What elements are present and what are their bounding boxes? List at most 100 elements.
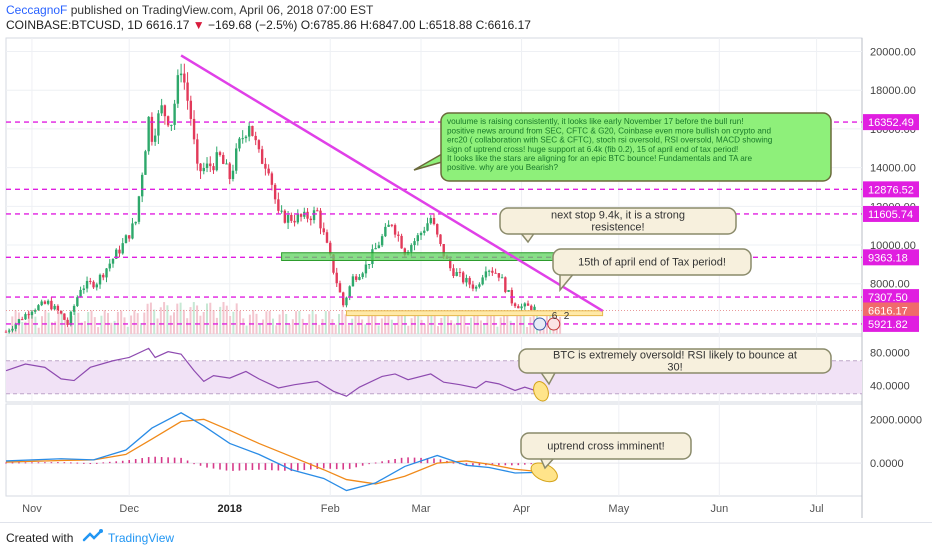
macd-hist-bar [491,463,494,466]
level-badge [863,205,919,222]
resistance-note-text: next stop 9.4k, it is a strong resistence… [551,210,685,234]
volume-bar [70,315,73,334]
volume-bar [67,327,70,334]
candle-body [189,100,193,119]
candle-body [131,223,134,239]
macd-hist-bar [225,463,228,471]
author-link[interactable]: CeccagnoF [6,3,68,17]
candle-body [85,280,89,289]
volume-bar [252,310,255,334]
volume-bar [130,315,133,334]
level-label: 6616.17 [868,305,908,317]
candle-body [267,168,270,174]
volume-bar [410,318,413,334]
candle-body [290,214,293,221]
tradingview-brand[interactable]: TradingView [108,531,175,545]
macd-hist-bar [115,461,118,464]
volume-bar [559,316,562,334]
candle-body [254,135,257,141]
volume-bar [311,310,314,334]
volume-bar [47,312,50,334]
macd-hist-bar [335,463,338,470]
macd-hist-bar [95,462,98,464]
volume-bar [298,311,301,334]
volume-bar [400,310,403,334]
candle-body [37,305,40,311]
candle-body [461,272,465,283]
candle-body [507,290,510,292]
volume-bar [189,307,192,334]
macd-hist-bar [232,463,234,471]
volume-bar [443,310,446,334]
volume-bar [427,313,430,334]
candle-body [192,118,196,140]
candle-body [179,73,183,76]
candle-body [241,138,244,140]
candle-body [520,306,523,309]
volume-bar [512,322,515,334]
candle-body [257,140,261,150]
candle-body [147,116,150,152]
candle-body [361,273,364,278]
candle-body [504,277,507,292]
candle-body [316,210,319,212]
tradingview-logo-icon [82,529,103,542]
volume-bar [14,310,17,334]
macd-hist-bar [407,457,409,464]
candle-body [319,210,322,229]
volume-bar [305,324,307,334]
candle-body [105,268,108,278]
volume-bar [262,319,265,334]
volume-bar [318,324,321,334]
candle-body [50,300,53,310]
volume-bar [321,318,324,334]
candle-body [335,272,338,284]
macd-hist-bar [361,463,364,466]
volume-bar [420,319,423,334]
volume-bar [460,310,463,334]
volume-bar [265,311,268,334]
candle-body [92,281,95,288]
macd-hist-bar [76,462,79,464]
macd-note-box [520,432,692,460]
candle-body [11,328,14,331]
macd-hist-bar [89,463,92,465]
candle-body [21,319,24,321]
candle-body [474,286,478,289]
x-tick-label: Apr [513,503,530,515]
macd-hist-bar [400,457,403,464]
candle-body [8,330,11,332]
down-arrow-icon: ▼ [192,18,205,32]
candle-body [46,300,50,304]
macd-hist-bar [141,458,143,464]
volume-bar [176,303,179,334]
rsi-highlight [533,381,549,402]
chart-canvas[interactable]: Nov Dec 2018 Feb Mar Apr May Jun Jul 8000.00 10000… [0,0,932,520]
candle-body [530,305,533,311]
candle-body [235,148,238,171]
level-label: 9363.18 [868,252,908,264]
volume-bar [397,313,400,334]
volume-bar [225,305,228,334]
tax-period-note-text: 15th of april end of Tax period! [578,257,726,269]
volume-bar [496,326,499,334]
candle-body [231,170,235,180]
candle-body [82,288,86,290]
macd-hist-bar [355,463,357,468]
macd-hist-bar [134,459,137,464]
candle-body [413,241,416,246]
volume-bar [44,310,47,334]
volume-bar [146,303,149,334]
volume-bar [341,310,344,334]
symbol-label: COINBASE:BTCUSD, 1D [6,18,143,32]
macd-hist-bar [206,463,208,468]
macd-tick-label: 0.0000 [870,458,904,470]
candle-body [157,113,160,136]
candle-body [452,268,455,276]
volume-bar [41,316,43,334]
price-tick-label: 8000.00 [870,279,910,291]
volume-bar [275,325,278,334]
candle-body [277,199,280,211]
macd-hist-bar [18,462,20,464]
candle-body [186,82,189,101]
